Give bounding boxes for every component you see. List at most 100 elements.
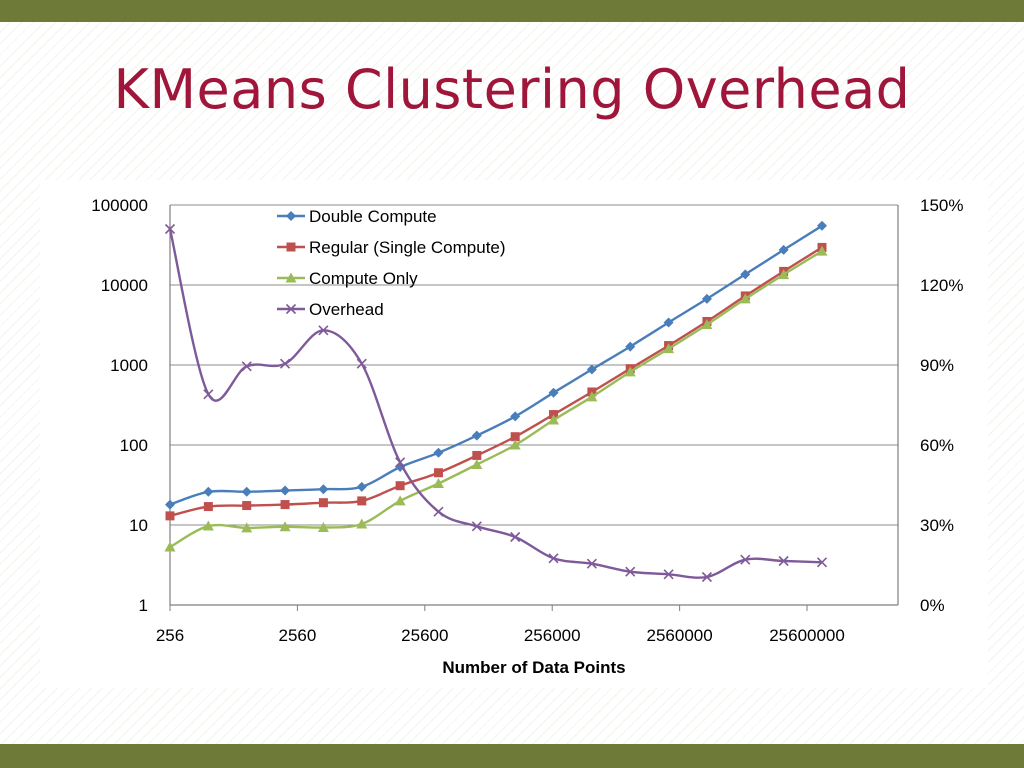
x-tick-label: 256000 [524,626,581,645]
series-double-compute [165,220,827,510]
regular-single-compute-point [165,511,175,521]
double-compute-point [280,485,291,496]
y2-tick-label: 30% [920,516,954,535]
bottom-band [0,744,1024,768]
legend-double-compute-point [286,211,296,221]
x-axis-label: Number of Data Points [442,658,625,677]
double-compute-point [548,387,559,398]
regular-single-compute-point [318,498,328,508]
compute-only-point [739,293,751,304]
compute-only-point [164,541,176,552]
compute-only-point [509,439,521,450]
double-compute-point [778,244,789,255]
legend-regular-single-compute-point [286,242,296,252]
overhead-point [279,358,291,369]
y-tick-label: 1000 [110,356,148,375]
double-compute-point [586,364,597,375]
overhead-point [625,566,636,577]
compute-only-point [279,521,291,532]
overhead-point [164,223,176,235]
compute-only-point [202,520,214,531]
legend-item-double-compute: Double Compute [277,207,437,226]
series-overhead [164,223,828,583]
y-tick-label: 10 [129,516,148,535]
overhead-point [548,553,559,564]
y-tick-label: 100 [120,436,148,455]
compute-only-point [394,495,406,506]
legend-label: Compute Only [309,269,418,288]
y2-tick-label: 90% [920,356,954,375]
y2-tick-label: 150% [920,196,963,215]
legend-label: Double Compute [309,207,437,226]
y2-tick-label: 60% [920,436,954,455]
top-band [0,0,1024,22]
regular-single-compute-point [357,496,367,506]
overhead-point [471,521,482,532]
regular-single-compute-point [472,450,482,460]
overhead-point [318,325,329,336]
double-compute-point [203,486,214,497]
compute-only-point [816,245,828,256]
series-compute-only [164,245,828,552]
double-compute-point [318,484,329,495]
overhead-point [395,457,406,468]
double-compute-point [471,430,482,441]
x-tick-label: 2560000 [647,626,713,645]
compute-only-point [432,478,444,489]
x-tick-label: 256 [156,626,184,645]
legend: Double Compute Regular (Single Compute) Co… [277,207,506,319]
compute-only-point [471,459,483,470]
compute-only-point [241,522,253,533]
regular-single-compute-point [242,501,252,511]
series-line-compute-only [169,250,823,549]
overhead-point [740,554,751,565]
slide-title: KMeans Clustering Overhead [113,58,911,121]
overhead-point [586,558,597,569]
double-compute-point [356,481,367,492]
double-compute-point [241,486,252,497]
overhead-point [778,555,789,567]
legend-item-compute-only: Compute Only [277,269,418,288]
regular-single-compute-point [280,500,290,510]
series-group [164,220,828,583]
compute-only-point [624,366,636,377]
compute-only-point [317,522,329,533]
gridlines [170,204,898,526]
overhead-point [203,389,214,400]
overhead-point [356,358,367,369]
compute-only-point [663,343,675,354]
double-compute-point [701,293,712,304]
regular-single-compute-point [433,468,443,478]
compute-only-point [586,391,598,402]
double-compute-point [433,447,444,458]
legend-item-overhead: Overhead [277,300,384,319]
double-compute-point [510,411,521,422]
legend-overhead-point [285,303,297,315]
y-tick-label: 100000 [91,196,148,215]
y2-tick-label: 0% [920,596,945,615]
overhead-point [701,571,713,583]
double-compute-point [663,317,674,328]
overhead-point [433,506,444,517]
x-tick-label: 25600 [401,626,448,645]
compute-only-point [701,319,713,330]
axes: 1 10 100 1000 10000 100000 0% 30% 60% 90% 120% 150%… [91,196,963,645]
y-tick-label: 10000 [101,276,148,295]
regular-single-compute-point [203,502,213,512]
double-compute-point [817,220,827,231]
regular-single-compute-point [395,481,405,491]
overhead-point [816,557,828,568]
legend-compute-only-point [285,272,297,283]
compute-only-point [778,269,790,280]
legend-label: Regular (Single Compute) [309,238,506,257]
y2-tick-label: 120% [920,276,963,295]
double-compute-point [165,499,175,510]
overhead-point [241,361,252,372]
y-tick-label: 1 [139,596,148,615]
regular-single-compute-point [510,432,520,442]
x-tick-label: 25600000 [769,626,845,645]
double-compute-point [625,341,636,352]
legend-item-regular-single-compute: Regular (Single Compute) [277,238,506,257]
compute-only-point [548,414,560,425]
